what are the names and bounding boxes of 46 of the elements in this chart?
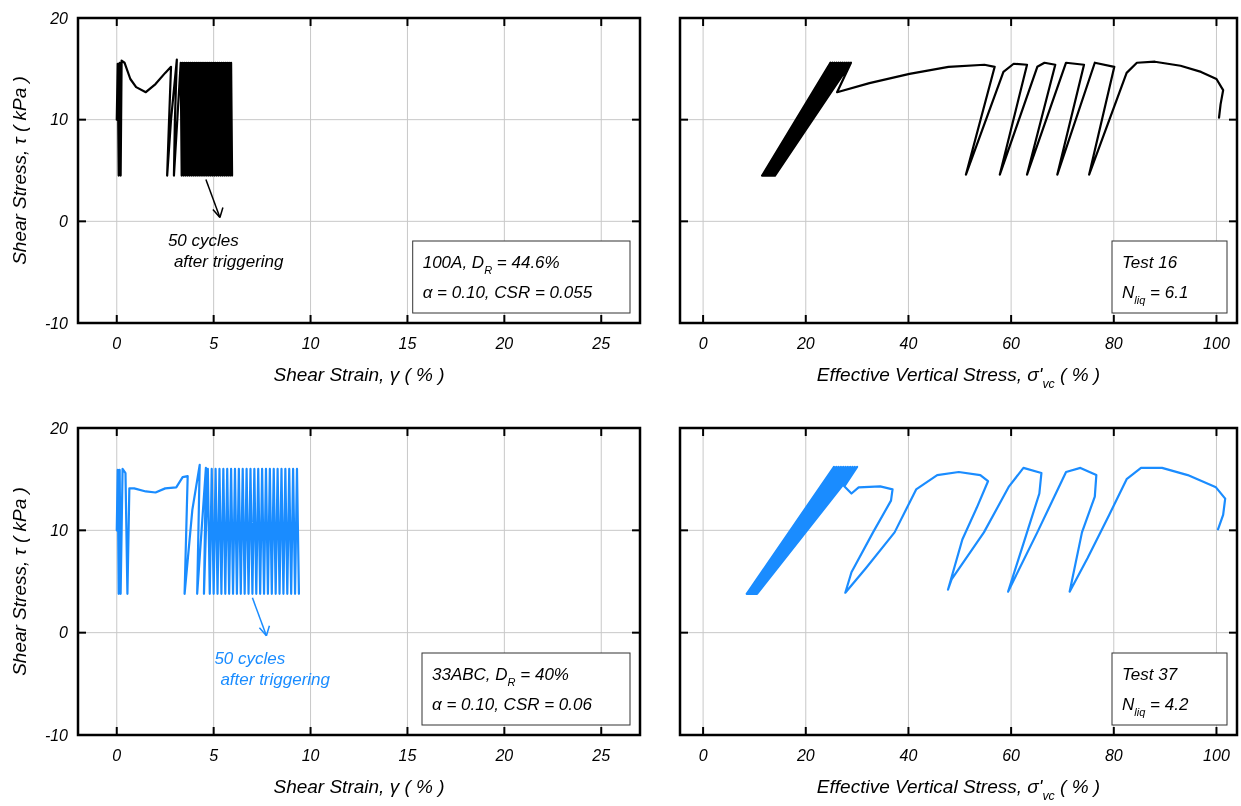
x-tick-label: 100 [1203,747,1230,764]
x-axis-title: Effective Vertical Stress, σ'$_{vc}$ ( % ) [816,364,1101,391]
x-tick-label: 10 [301,335,320,352]
annotation: 100A, D$_{R}$ = 44.6% α = 0.10, CSR = 0.055 [422,253,593,302]
y-tick-label: -10 [44,726,69,744]
annotation: Test 37 N$_{liq}$ = 4.2 [1122,665,1189,718]
x-tick-label: 0 [112,335,122,352]
x-tick-label: 80 [1104,335,1123,352]
annotation: Test 16 N$_{liq}$ = 6.1 [1122,253,1189,306]
x-tick-label: 25 [591,747,611,764]
annotation: 33ABC, D$_{R}$ = 40% α = 0.10, CSR = 0.06 [432,665,593,714]
line-series [115,463,301,595]
annotation: 50 cycles after triggering [214,648,331,689]
x-tick-label: 10 [301,747,320,764]
x-tick-label: 20 [494,747,514,764]
x-tick-label: 60 [1002,747,1021,764]
x-axis-title: Effective Vertical Stress, σ'$_{vc}$ ( % ) [816,776,1101,803]
y-axis-title: Shear Stress, τ ( kPa ) [9,487,30,676]
y-tick-label: 0 [59,212,69,230]
x-tick-label: 20 [795,335,815,352]
x-axis-title: Shear Strain, γ ( % ) [273,776,445,797]
x-tick-label: 40 [899,335,918,352]
x-axis-title: Shear Strain, γ ( % ) [273,364,445,385]
y-tick-label: 10 [50,111,69,129]
y-axis-title: Shear Stress, τ ( kPa ) [9,76,30,265]
x-tick-label: 0 [698,747,708,764]
y-tick-label: 0 [59,624,69,642]
y-tick-label: 20 [49,9,69,27]
x-tick-label: 5 [209,747,219,764]
x-tick-label: 80 [1104,747,1123,764]
x-tick-label: 60 [1002,335,1021,352]
x-tick-label: 40 [899,747,918,764]
y-tick-label: 10 [50,521,69,539]
x-tick-label: 15 [398,747,417,764]
x-tick-label: 15 [398,335,417,352]
x-tick-label: 0 [698,335,708,352]
x-tick-label: 25 [591,335,611,352]
y-tick-label: -10 [44,314,69,332]
line-series [115,58,234,177]
x-tick-label: 0 [112,747,122,764]
x-tick-label: 20 [494,335,514,352]
x-tick-label: 20 [795,747,815,764]
x-tick-label: 100 [1203,335,1230,352]
annotation: 50 cycles after triggering [167,230,285,271]
x-tick-label: 5 [209,335,219,352]
y-tick-label: 20 [49,419,69,437]
